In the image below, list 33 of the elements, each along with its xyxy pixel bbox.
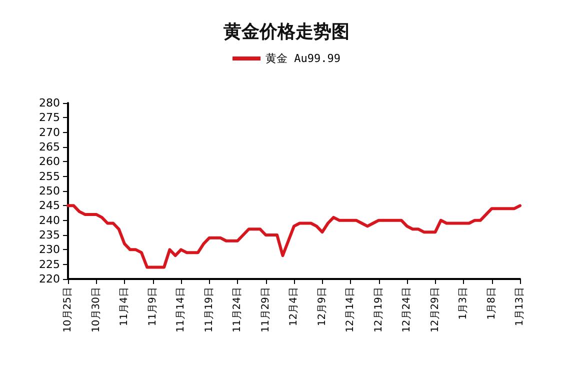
y-tick-label: 275: [39, 111, 60, 124]
x-tick-label: 12月24日: [402, 287, 412, 332]
x-tick-label: 12月4日: [288, 287, 300, 326]
x-tick-label: 12月29日: [430, 287, 441, 332]
x-tick-label: 11月24日: [232, 287, 243, 332]
y-tick-label: 270: [39, 126, 60, 139]
y-tick-label: 265: [39, 140, 60, 154]
x-tick-label: 11月9日: [147, 287, 158, 326]
y-tick-label: 230: [39, 243, 60, 256]
x-tick-label: 12月9日: [316, 287, 328, 326]
x-tick-label: 11月14日: [176, 287, 186, 332]
y-tick-label: 220: [39, 272, 60, 286]
x-tick-label: 12月14日: [345, 287, 356, 332]
x-tick-label: 1月3日: [458, 287, 469, 320]
y-tick-label: 245: [39, 199, 60, 212]
x-tick-label: 12月19日: [373, 287, 384, 332]
legend-label: 黄金 Au99.99: [266, 52, 340, 65]
y-tick-label: 235: [39, 228, 60, 242]
x-tick-label: 1月13日: [514, 287, 526, 326]
x-tick-label: 11月4日: [119, 287, 130, 326]
x-tick-label: 11月29日: [260, 287, 272, 332]
y-tick-label: 250: [39, 184, 60, 198]
y-tick-label: 260: [39, 155, 60, 168]
y-tick-label: 280: [39, 96, 60, 110]
x-tick-label: 11月19日: [204, 287, 215, 332]
line-series: [66, 204, 522, 269]
y-tick-label: 240: [39, 214, 60, 227]
x-tick-label: 1月8日: [486, 287, 498, 320]
chart-title: 黄金价格走势图: [222, 22, 350, 42]
y-tick-label: 255: [39, 170, 60, 183]
x-tick-label: 10月30日: [90, 287, 102, 332]
y-tick-label: 225: [39, 258, 60, 271]
x-tick-label: 10月25日: [62, 287, 74, 332]
